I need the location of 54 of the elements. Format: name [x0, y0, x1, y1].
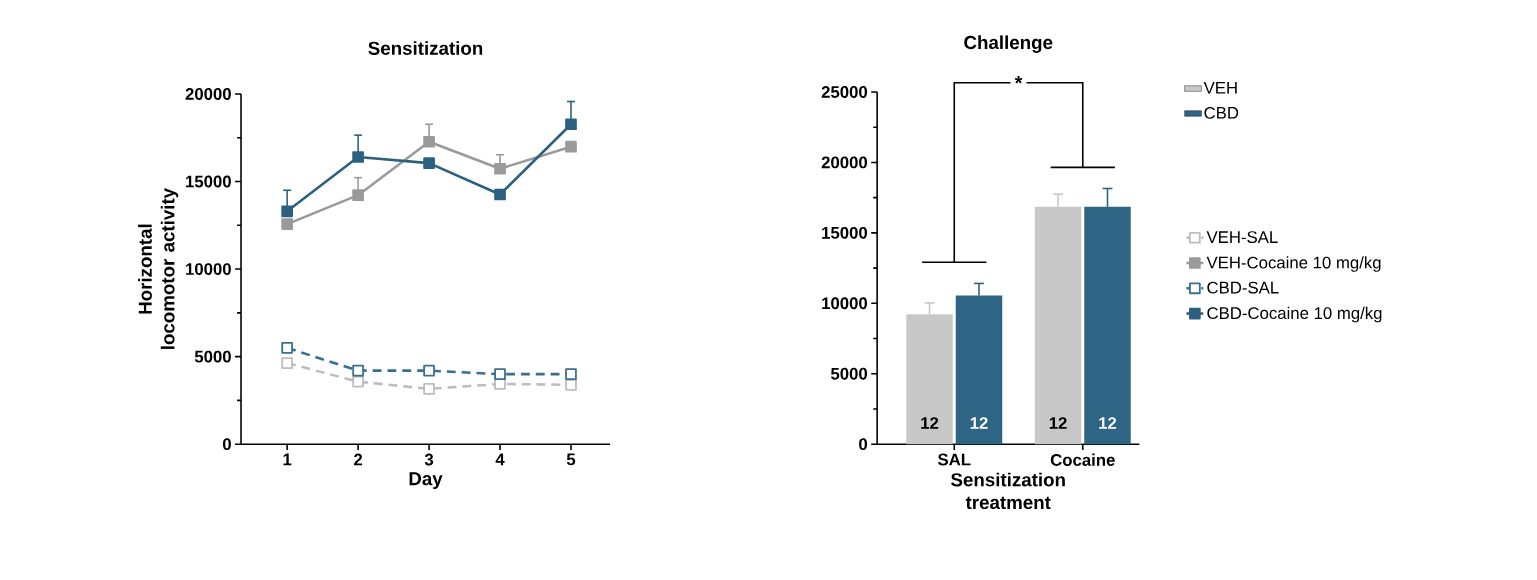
point [423, 383, 435, 395]
x-tick-label: 5 [566, 453, 576, 466]
point [565, 118, 577, 131]
y-tick-label: 25000 [821, 86, 868, 99]
point [281, 357, 293, 370]
point [281, 205, 293, 218]
x-tick-label: 3 [424, 453, 434, 466]
legend-label: VEH-Cocaine 10 mg/kg [1206, 256, 1381, 272]
annotation: 12 [921, 417, 939, 429]
point [494, 188, 506, 201]
chart-title: Sensitization [368, 41, 483, 56]
legend-label: VEH-SAL [1206, 231, 1278, 244]
point [423, 136, 435, 148]
annotation: 12 [1049, 417, 1067, 429]
legend-label: CBD-SAL [1207, 281, 1279, 294]
point [565, 368, 577, 381]
point [352, 364, 364, 377]
annotation: 12 [970, 417, 988, 429]
legend-label: CBD-Cocaine 10 mg/kg [1207, 306, 1382, 323]
chart-title: Challenge [964, 35, 1053, 54]
x-axis-title: Sensitization treatment [951, 472, 1065, 510]
point [281, 218, 293, 231]
x-tick-label: SAL [937, 453, 971, 466]
point [494, 163, 506, 175]
point [352, 151, 364, 163]
y-tick-label: 0 [859, 438, 868, 451]
point [565, 379, 577, 391]
point [352, 189, 364, 202]
y-tick-label: 20000 [185, 88, 231, 101]
point [423, 364, 435, 377]
annotation: 12 [1099, 417, 1117, 429]
y-tick-label: 20000 [821, 156, 868, 169]
legend-label: CBD [1204, 107, 1239, 119]
y-tick-label: 15000 [822, 227, 868, 239]
x-axis-title: Day [409, 472, 443, 490]
point [281, 342, 293, 354]
y-tick-label: 10000 [186, 263, 231, 276]
point [565, 140, 577, 153]
x-tick-label: 2 [354, 453, 363, 466]
x-tick-label: 1 [283, 453, 292, 466]
y-tick-label: 0 [222, 438, 231, 451]
text: * [1014, 76, 1023, 84]
point [352, 375, 364, 388]
legend-label: VEH [1203, 82, 1237, 94]
y-tick-label: 10000 [822, 297, 868, 310]
x-tick-label: Cocaine [1050, 453, 1115, 467]
x-tick-label: 4 [495, 453, 505, 466]
point [494, 368, 506, 381]
y-axis-title: Horizontal locomotor activity [138, 188, 179, 350]
point [494, 378, 506, 390]
point [423, 157, 435, 170]
y-tick-label: 15000 [186, 175, 231, 188]
y-tick-label: 5000 [830, 367, 868, 380]
y-tick-label: 5000 [194, 350, 231, 363]
